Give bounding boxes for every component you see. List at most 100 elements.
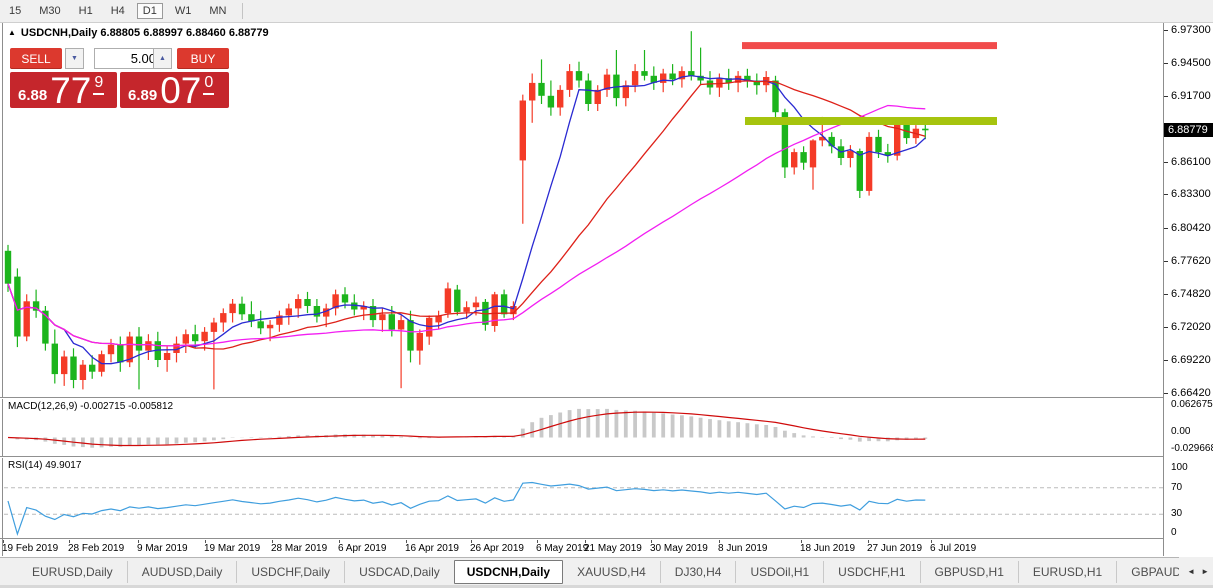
price-axis-label: 6.74820 [1171, 288, 1211, 300]
price-axis-tick [1164, 228, 1168, 229]
sell-button[interactable]: SELL [10, 48, 62, 69]
macd-pane-separator[interactable] [0, 397, 1163, 398]
date-axis-label: 6 Jul 2019 [930, 543, 977, 554]
buy-button[interactable]: BUY [177, 48, 229, 69]
sell-price-box[interactable]: 6.88 77 9 [10, 70, 117, 111]
price-axis-tick [1164, 393, 1168, 394]
macd-pane-separator-highlight [0, 398, 1163, 399]
date-axis-tick [138, 540, 139, 543]
chart-window-left-border [2, 23, 3, 556]
chart-tab-usdcnh-daily[interactable]: USDCNH,Daily [453, 559, 564, 584]
collapse-panel-icon[interactable]: ▲ [8, 28, 16, 37]
timeframe-button-mn[interactable]: MN [209, 5, 227, 17]
chart-tab-eurusd-h1[interactable]: EURUSD,H1 [1017, 560, 1116, 583]
sell-price-point: 9 [93, 74, 105, 95]
timeframe-button-m30[interactable]: M30 [39, 5, 61, 17]
date-axis-label: 30 May 2019 [650, 543, 708, 554]
chart-symbol-label: USDCNH,Daily [20, 27, 98, 39]
timeframe-toolbar: 15 M30 H1 H4 D1 W1 MN [0, 0, 1213, 23]
chart-ohlc-values: 6.88805 6.88997 6.88460 6.88779 [100, 27, 269, 39]
macd-axis-label: 0.062675 [1171, 399, 1213, 410]
rsi-pane-canvas[interactable] [0, 458, 1163, 538]
date-axis-tick [537, 540, 538, 543]
date-axis-tick [931, 540, 932, 543]
chart-tab-bar: EURUSD,Daily AUDUSD,Daily USDCHF,Daily USDC… [0, 557, 1213, 585]
chart-tab-eurusd-daily[interactable]: EURUSD,Daily [32, 564, 113, 579]
chart-tab-usdchf-daily[interactable]: USDCHF,Daily [236, 560, 344, 583]
date-axis-label: 28 Feb 2019 [68, 543, 125, 554]
rsi-value: 49.9017 [45, 460, 82, 471]
rsi-pane-separator[interactable] [0, 456, 1163, 457]
macd-axis-label: -0.029668 [1171, 443, 1213, 454]
date-axis-label: 19 Mar 2019 [204, 543, 261, 554]
date-axis-label: 6 May 2019 [536, 543, 589, 554]
date-axis-label: 16 Apr 2019 [405, 543, 459, 554]
date-axis-label: 18 Jun 2019 [800, 543, 856, 554]
date-axis-label: 9 Mar 2019 [137, 543, 188, 554]
current-price-tag: 6.88779 [1164, 123, 1213, 137]
chart-tab-dj30-h4[interactable]: DJ30,H4 [659, 560, 736, 583]
price-axis-label: 6.77620 [1171, 255, 1211, 267]
volume-increase-button[interactable]: ▲ [153, 48, 172, 69]
date-axis-tick [719, 540, 720, 543]
macd-main-value: -0.002715 [80, 401, 126, 412]
date-axis-tick [3, 540, 4, 543]
price-axis-label: 6.97300 [1171, 24, 1211, 36]
toolbar-separator [242, 3, 244, 19]
chart-tab-xauusd-h4[interactable]: XAUUSD,H4 [577, 564, 646, 579]
price-axis-tick [1164, 63, 1168, 64]
chart-window-left-border-highlight [3, 23, 4, 556]
chart-title: ▲ USDCNH,Daily 6.88805 6.88997 6.88460 6.… [8, 27, 269, 39]
price-axis-label: 6.66420 [1171, 387, 1211, 399]
date-axis-label: 8 Jun 2019 [718, 543, 768, 554]
tab-scroll-arrows: ◄ ► [1179, 557, 1213, 585]
price-axis-label: 6.83300 [1171, 188, 1211, 200]
price-chart-canvas[interactable] [0, 23, 1163, 397]
macd-pane-canvas[interactable] [0, 399, 1163, 456]
chart-tab-usdoil-h1[interactable]: USDOil,H1 [735, 560, 823, 583]
rsi-name: RSI(14) [8, 460, 43, 471]
price-axis-tick [1164, 360, 1168, 361]
tab-scroll-left-icon[interactable]: ◄ [1187, 566, 1196, 576]
timeframe-button-h4[interactable]: H4 [110, 5, 125, 17]
macd-axis-label: 0.00 [1171, 425, 1191, 437]
chart-tab-usdcad-daily[interactable]: USDCAD,Daily [344, 560, 454, 583]
rsi-label: RSI(14) 49.9017 [8, 460, 81, 471]
timeframe-button-h1[interactable]: H1 [78, 5, 93, 17]
date-axis-label: 28 Mar 2019 [271, 543, 328, 554]
volume-input[interactable] [94, 48, 163, 69]
date-axis-tick [868, 540, 869, 543]
sell-price-pips: 77 [50, 70, 92, 111]
timeframe-button-d1[interactable]: D1 [136, 3, 163, 19]
macd-signal-value: -0.005812 [128, 401, 174, 412]
price-axis-label: 6.86100 [1171, 156, 1211, 168]
arrow-up-icon: ▲ [159, 55, 166, 62]
chart-tab-audusd-daily[interactable]: AUDUSD,Daily [126, 560, 237, 583]
macd-label: MACD(12,26,9) -0.002715 -0.005812 [8, 401, 173, 412]
date-axis-tick [205, 540, 206, 543]
date-axis-label: 21 May 2019 [584, 543, 642, 554]
price-axis-separator [1163, 23, 1164, 556]
buy-price-point: 0 [203, 74, 215, 95]
timeframe-button-w1[interactable]: W1 [174, 5, 192, 17]
one-click-trading-panel: SELL ▼ ▲ BUY 6.88 77 9 6.89 07 0 [10, 48, 240, 110]
price-axis-label: 6.80420 [1171, 222, 1211, 234]
tab-scroll-right-icon[interactable]: ► [1201, 566, 1209, 576]
price-axis-label: 6.72020 [1171, 321, 1211, 333]
price-axis-label: 6.91700 [1171, 90, 1211, 102]
buy-price-box[interactable]: 6.89 07 0 [120, 72, 229, 109]
rsi-axis-label: 100 [1171, 462, 1188, 473]
date-axis-tick [406, 540, 407, 543]
buy-price-base: 6.89 [128, 87, 158, 104]
price-axis-tick [1164, 194, 1168, 195]
rsi-pane-separator-highlight [0, 457, 1163, 458]
date-axis-tick [585, 540, 586, 543]
chart-tab-usdchf-h1[interactable]: USDCHF,H1 [823, 560, 919, 583]
timeframe-button-15[interactable]: 15 [9, 5, 22, 17]
price-axis-tick [1164, 96, 1168, 97]
price-axis-label: 6.94500 [1171, 57, 1211, 69]
volume-decrease-button[interactable]: ▼ [65, 48, 84, 69]
date-axis-label: 6 Apr 2019 [338, 543, 387, 554]
chart-tab-gbpusd-h1[interactable]: GBPUSD,H1 [919, 560, 1018, 583]
date-axis-tick [651, 540, 652, 543]
